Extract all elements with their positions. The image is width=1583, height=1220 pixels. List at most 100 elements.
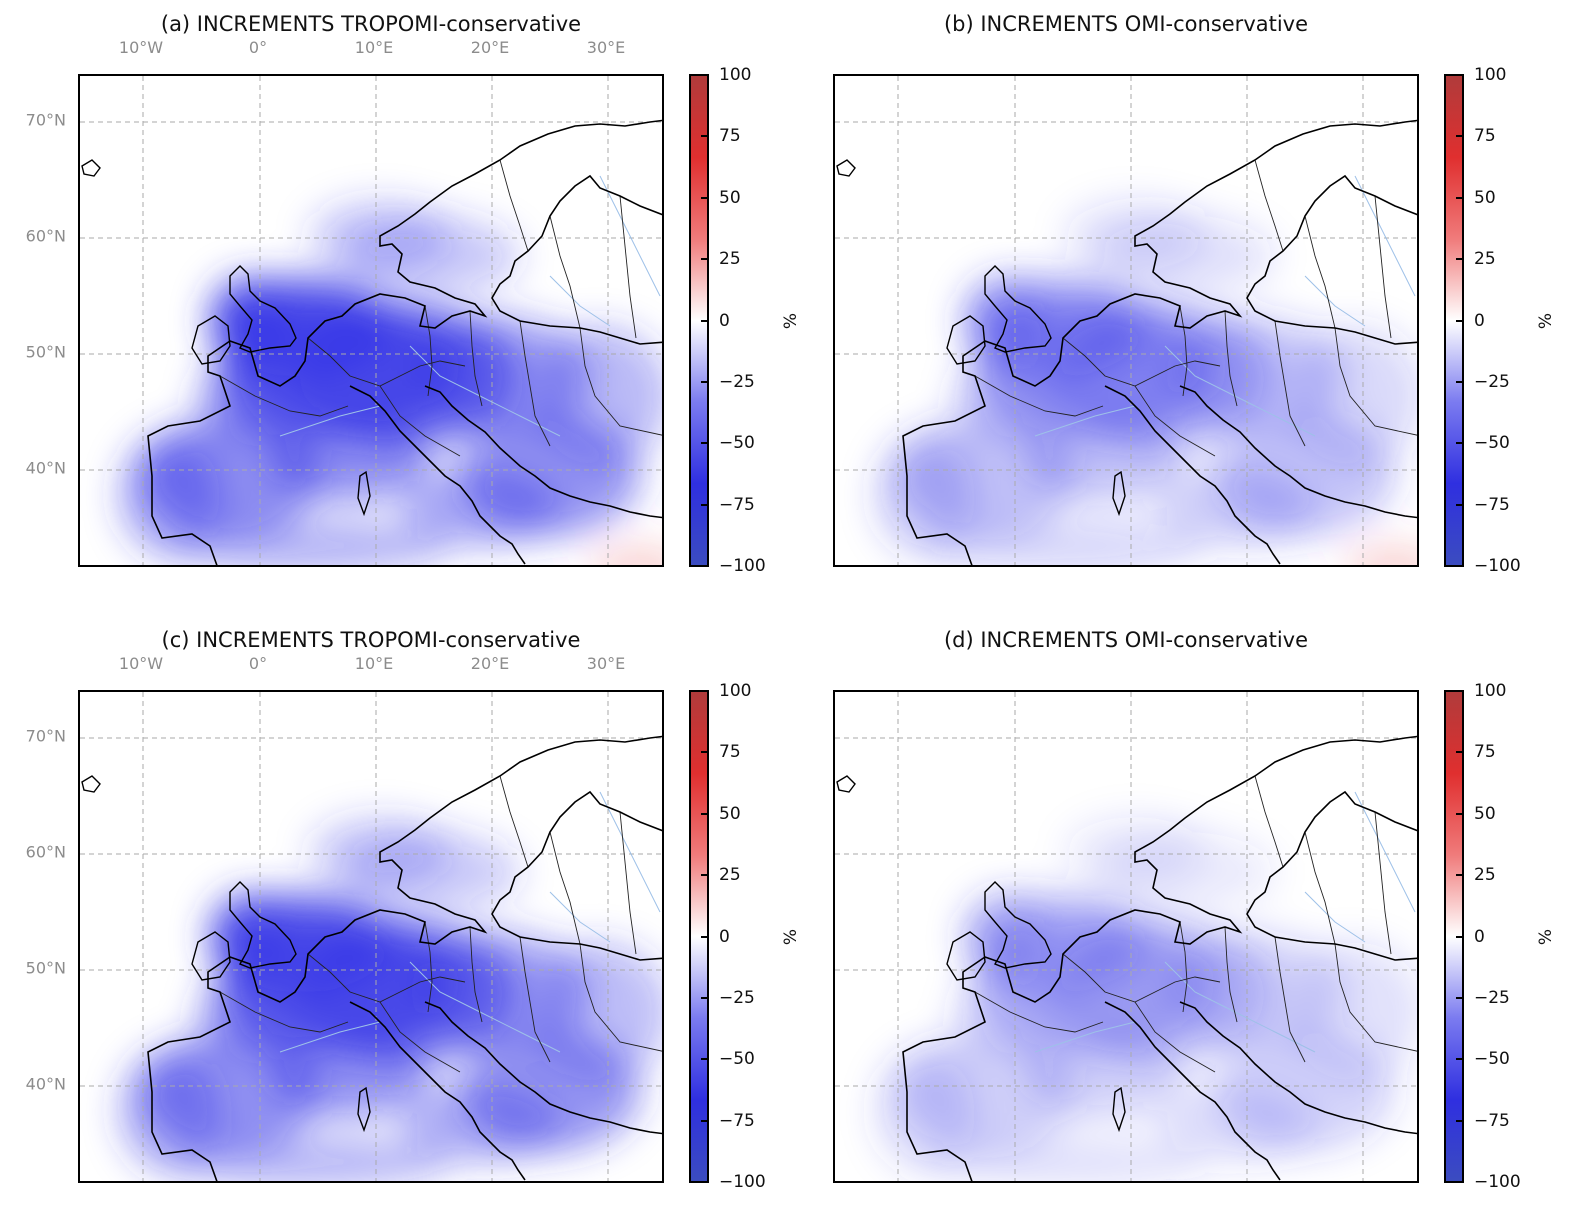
country-border	[469, 926, 483, 1023]
increment-hotspot	[965, 892, 1045, 972]
river-line	[599, 791, 661, 913]
panel-a-map	[78, 74, 664, 567]
colorbar-tick-mark	[701, 690, 709, 692]
island-coastline	[1112, 1086, 1126, 1133]
colorbar-tick-label: 100	[719, 681, 752, 701]
colorbar-tick-mark	[1456, 380, 1464, 383]
colorbar-tick-mark	[701, 196, 709, 199]
colorbar-tick-label: 50	[719, 187, 741, 208]
latitude-label: 40°N	[25, 1074, 66, 1094]
colorbar-tick-label: 0	[719, 310, 730, 331]
colorbar-tick-mark	[1456, 503, 1464, 506]
country-border	[379, 1001, 461, 1073]
colorbar-tick-mark	[1456, 196, 1464, 199]
island-coastline	[229, 265, 297, 353]
country-border	[1224, 926, 1238, 1023]
colorbar-tick-mark	[1456, 1058, 1464, 1061]
colorbar-tick-mark	[1456, 996, 1464, 999]
country-border	[1304, 831, 1336, 945]
colorbar-tick-mark	[701, 1119, 709, 1122]
positive-increment-area	[1345, 546, 1417, 565]
panel-a-heatmap	[80, 76, 662, 565]
colorbar-tick-label: −75	[719, 1110, 755, 1131]
colorbar-tick-mark	[701, 442, 709, 445]
coastline	[424, 1001, 662, 1135]
colorbar-tick-mark	[1456, 751, 1464, 754]
coastline	[491, 790, 662, 961]
colorbar-tick-mark	[1456, 935, 1464, 938]
river-line	[549, 891, 611, 943]
island-coastline	[357, 470, 371, 517]
country-border	[219, 375, 349, 417]
island-coastline	[191, 315, 231, 365]
colorbar-tick-label: −75	[1474, 1110, 1510, 1131]
latitude-label: 40°N	[25, 458, 66, 478]
increment-hotspot	[925, 1137, 1205, 1181]
colorbar-tick-mark	[701, 1058, 709, 1061]
coastline	[902, 119, 1417, 565]
coastline	[349, 385, 526, 565]
coastline	[1246, 174, 1417, 345]
country-border	[1254, 159, 1284, 252]
colorbar-tick-label: 0	[1474, 310, 1485, 331]
island-coastline	[836, 159, 856, 177]
island-coastline	[946, 315, 986, 365]
country-border	[1304, 215, 1336, 329]
longitude-label: 0°	[248, 38, 268, 57]
colorbar-tick-mark	[1456, 135, 1464, 138]
river-line	[549, 275, 611, 327]
colorbar-tick-label: −50	[719, 1049, 755, 1070]
increment-hotspot	[1155, 1082, 1315, 1162]
colorbar-tick-label: 75	[1474, 126, 1496, 147]
increment-hotspot	[1095, 832, 1275, 912]
country-border	[379, 385, 461, 457]
island-coastline	[81, 159, 101, 177]
positive-increment-area	[590, 546, 662, 565]
country-border	[1254, 775, 1284, 868]
longitude-label: 20°E	[470, 38, 510, 57]
colorbar-tick-label: −25	[1474, 987, 1510, 1008]
increment-hotspot	[530, 326, 662, 466]
colorbar-tick-label: 75	[719, 126, 741, 147]
country-border	[1374, 811, 1392, 955]
country-border	[1274, 936, 1306, 1063]
coastline	[349, 1001, 526, 1181]
colorbar-tick-label: 25	[719, 249, 741, 270]
river-line	[1304, 275, 1366, 327]
colorbar-tick-label: −50	[1474, 433, 1510, 454]
increment-hotspot	[530, 942, 662, 1082]
increment-hotspot	[400, 1082, 560, 1162]
colorbar-tick-label: 100	[719, 65, 752, 85]
river-line	[279, 1021, 381, 1053]
colorbar-tick-mark	[701, 565, 709, 567]
colorbar-tick-mark	[1456, 442, 1464, 445]
colorbar-tick-label: −100	[1474, 1172, 1521, 1192]
colorbar-tick-mark	[701, 1181, 709, 1183]
country-border	[549, 215, 581, 329]
coastline	[424, 385, 662, 519]
colorbar-tick-label: −100	[1474, 556, 1521, 576]
colorbar-tick-mark	[701, 503, 709, 506]
colorbar-tick-label: 50	[1474, 187, 1496, 208]
river-line	[599, 175, 661, 297]
country-border	[1374, 195, 1392, 339]
colorbar-tick-label: −25	[719, 987, 755, 1008]
coastline	[1246, 790, 1417, 961]
coastline	[1179, 385, 1417, 519]
country-border	[1062, 953, 1221, 1003]
colorbar-tick-label: −50	[1474, 1049, 1510, 1070]
coastline	[1104, 385, 1281, 565]
increment-hotspot	[1285, 942, 1417, 1082]
river-line	[1034, 405, 1136, 437]
country-border	[219, 991, 349, 1033]
colorbar-tick-label: 25	[1474, 865, 1496, 886]
colorbar-tick-label: −75	[1474, 494, 1510, 515]
increment-hotspot	[925, 521, 1205, 565]
coastline	[902, 735, 1417, 1181]
colorbar-tick-label: −50	[719, 433, 755, 454]
colorbar-tick-label: 50	[719, 803, 741, 824]
colorbar-tick-mark	[1456, 874, 1464, 877]
river-line	[279, 405, 381, 437]
colorbar-unit-label: %	[1536, 928, 1557, 945]
country-border	[579, 327, 662, 436]
